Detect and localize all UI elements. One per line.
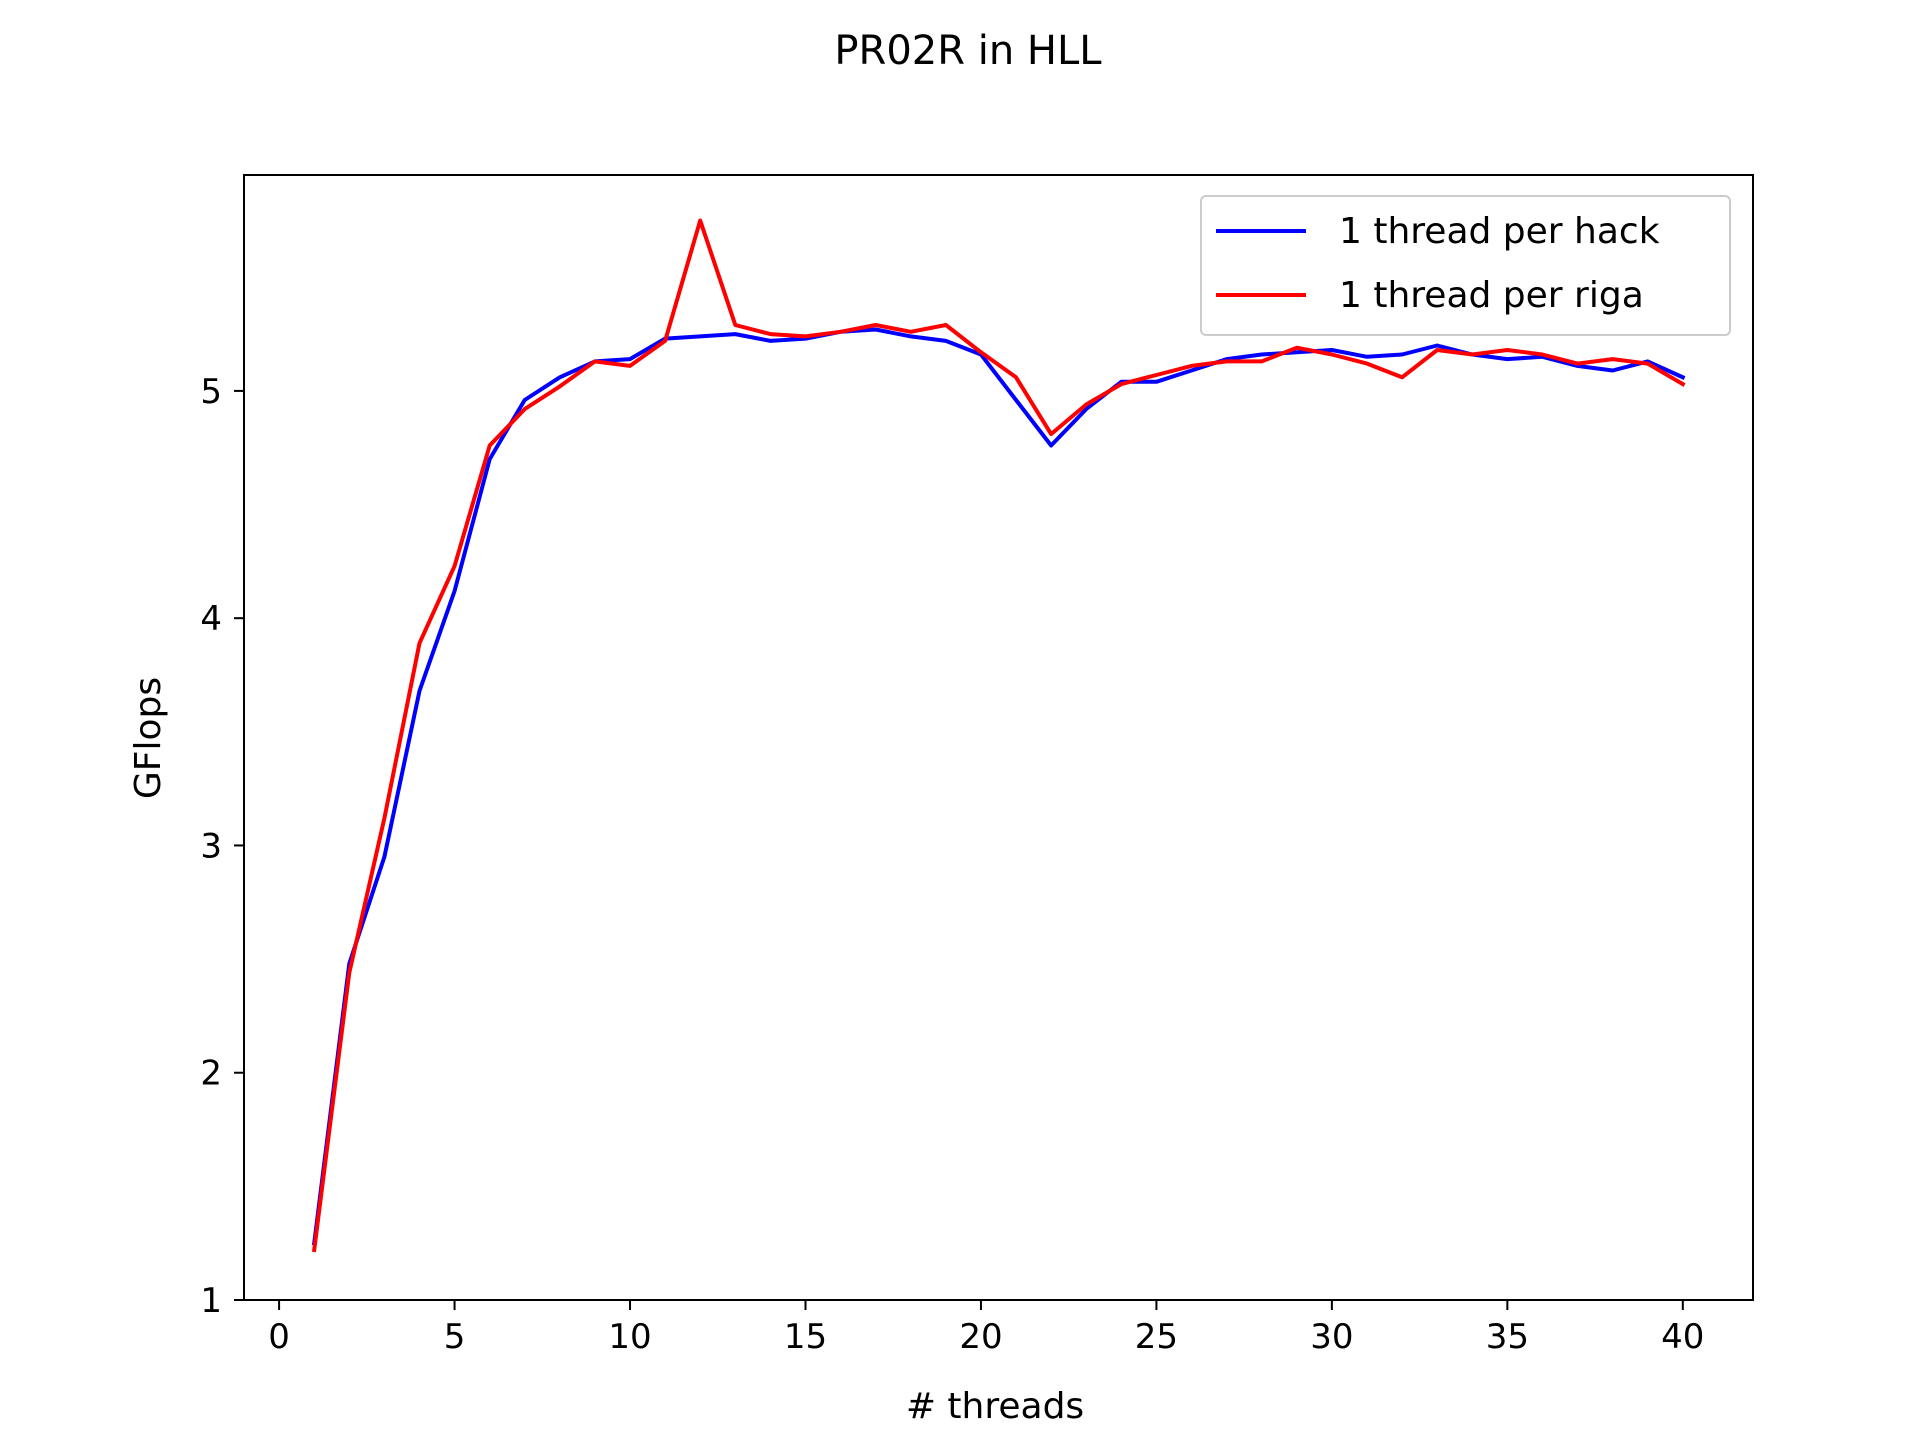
x-tick-label: 30 xyxy=(1310,1317,1353,1357)
y-tick-label: 1 xyxy=(200,1281,222,1321)
y-tick-label: 2 xyxy=(200,1054,222,1094)
legend-label: 1 thread per hack xyxy=(1339,211,1660,252)
y-tick-label: 4 xyxy=(200,599,222,639)
axes-frame xyxy=(243,174,1754,1301)
x-tick-label: 25 xyxy=(1135,1317,1178,1357)
x-tick-label: 40 xyxy=(1661,1317,1704,1357)
x-tick-label: 5 xyxy=(444,1317,466,1357)
y-tick-label: 3 xyxy=(200,826,222,866)
y-axis: 1 2 3 4 5 xyxy=(200,372,244,1321)
plot-background xyxy=(244,175,1753,1300)
plot-area xyxy=(243,174,1754,1301)
x-axis-label: # threads xyxy=(906,1386,1084,1427)
x-tick-label: 35 xyxy=(1486,1317,1529,1357)
series-line-2 xyxy=(311,218,1686,1253)
y-tick-label: 5 xyxy=(200,372,222,412)
x-tick-label: 10 xyxy=(608,1317,651,1357)
legend-box xyxy=(1200,195,1731,336)
chart-title: PR02R in HLL xyxy=(834,28,1102,74)
legend-label: 1 thread per riga xyxy=(1339,275,1644,316)
x-axis: 0 5 10 15 20 25 30 35 40 xyxy=(268,1300,1704,1357)
x-tick-label: 20 xyxy=(959,1317,1002,1357)
series-line-1 xyxy=(311,327,1686,1246)
y-axis-label: GFlops xyxy=(128,677,169,799)
x-tick-label: 0 xyxy=(268,1317,290,1357)
x-tick-label: 15 xyxy=(784,1317,827,1357)
legend: 1 thread per hack 1 thread per riga xyxy=(1200,195,1731,336)
